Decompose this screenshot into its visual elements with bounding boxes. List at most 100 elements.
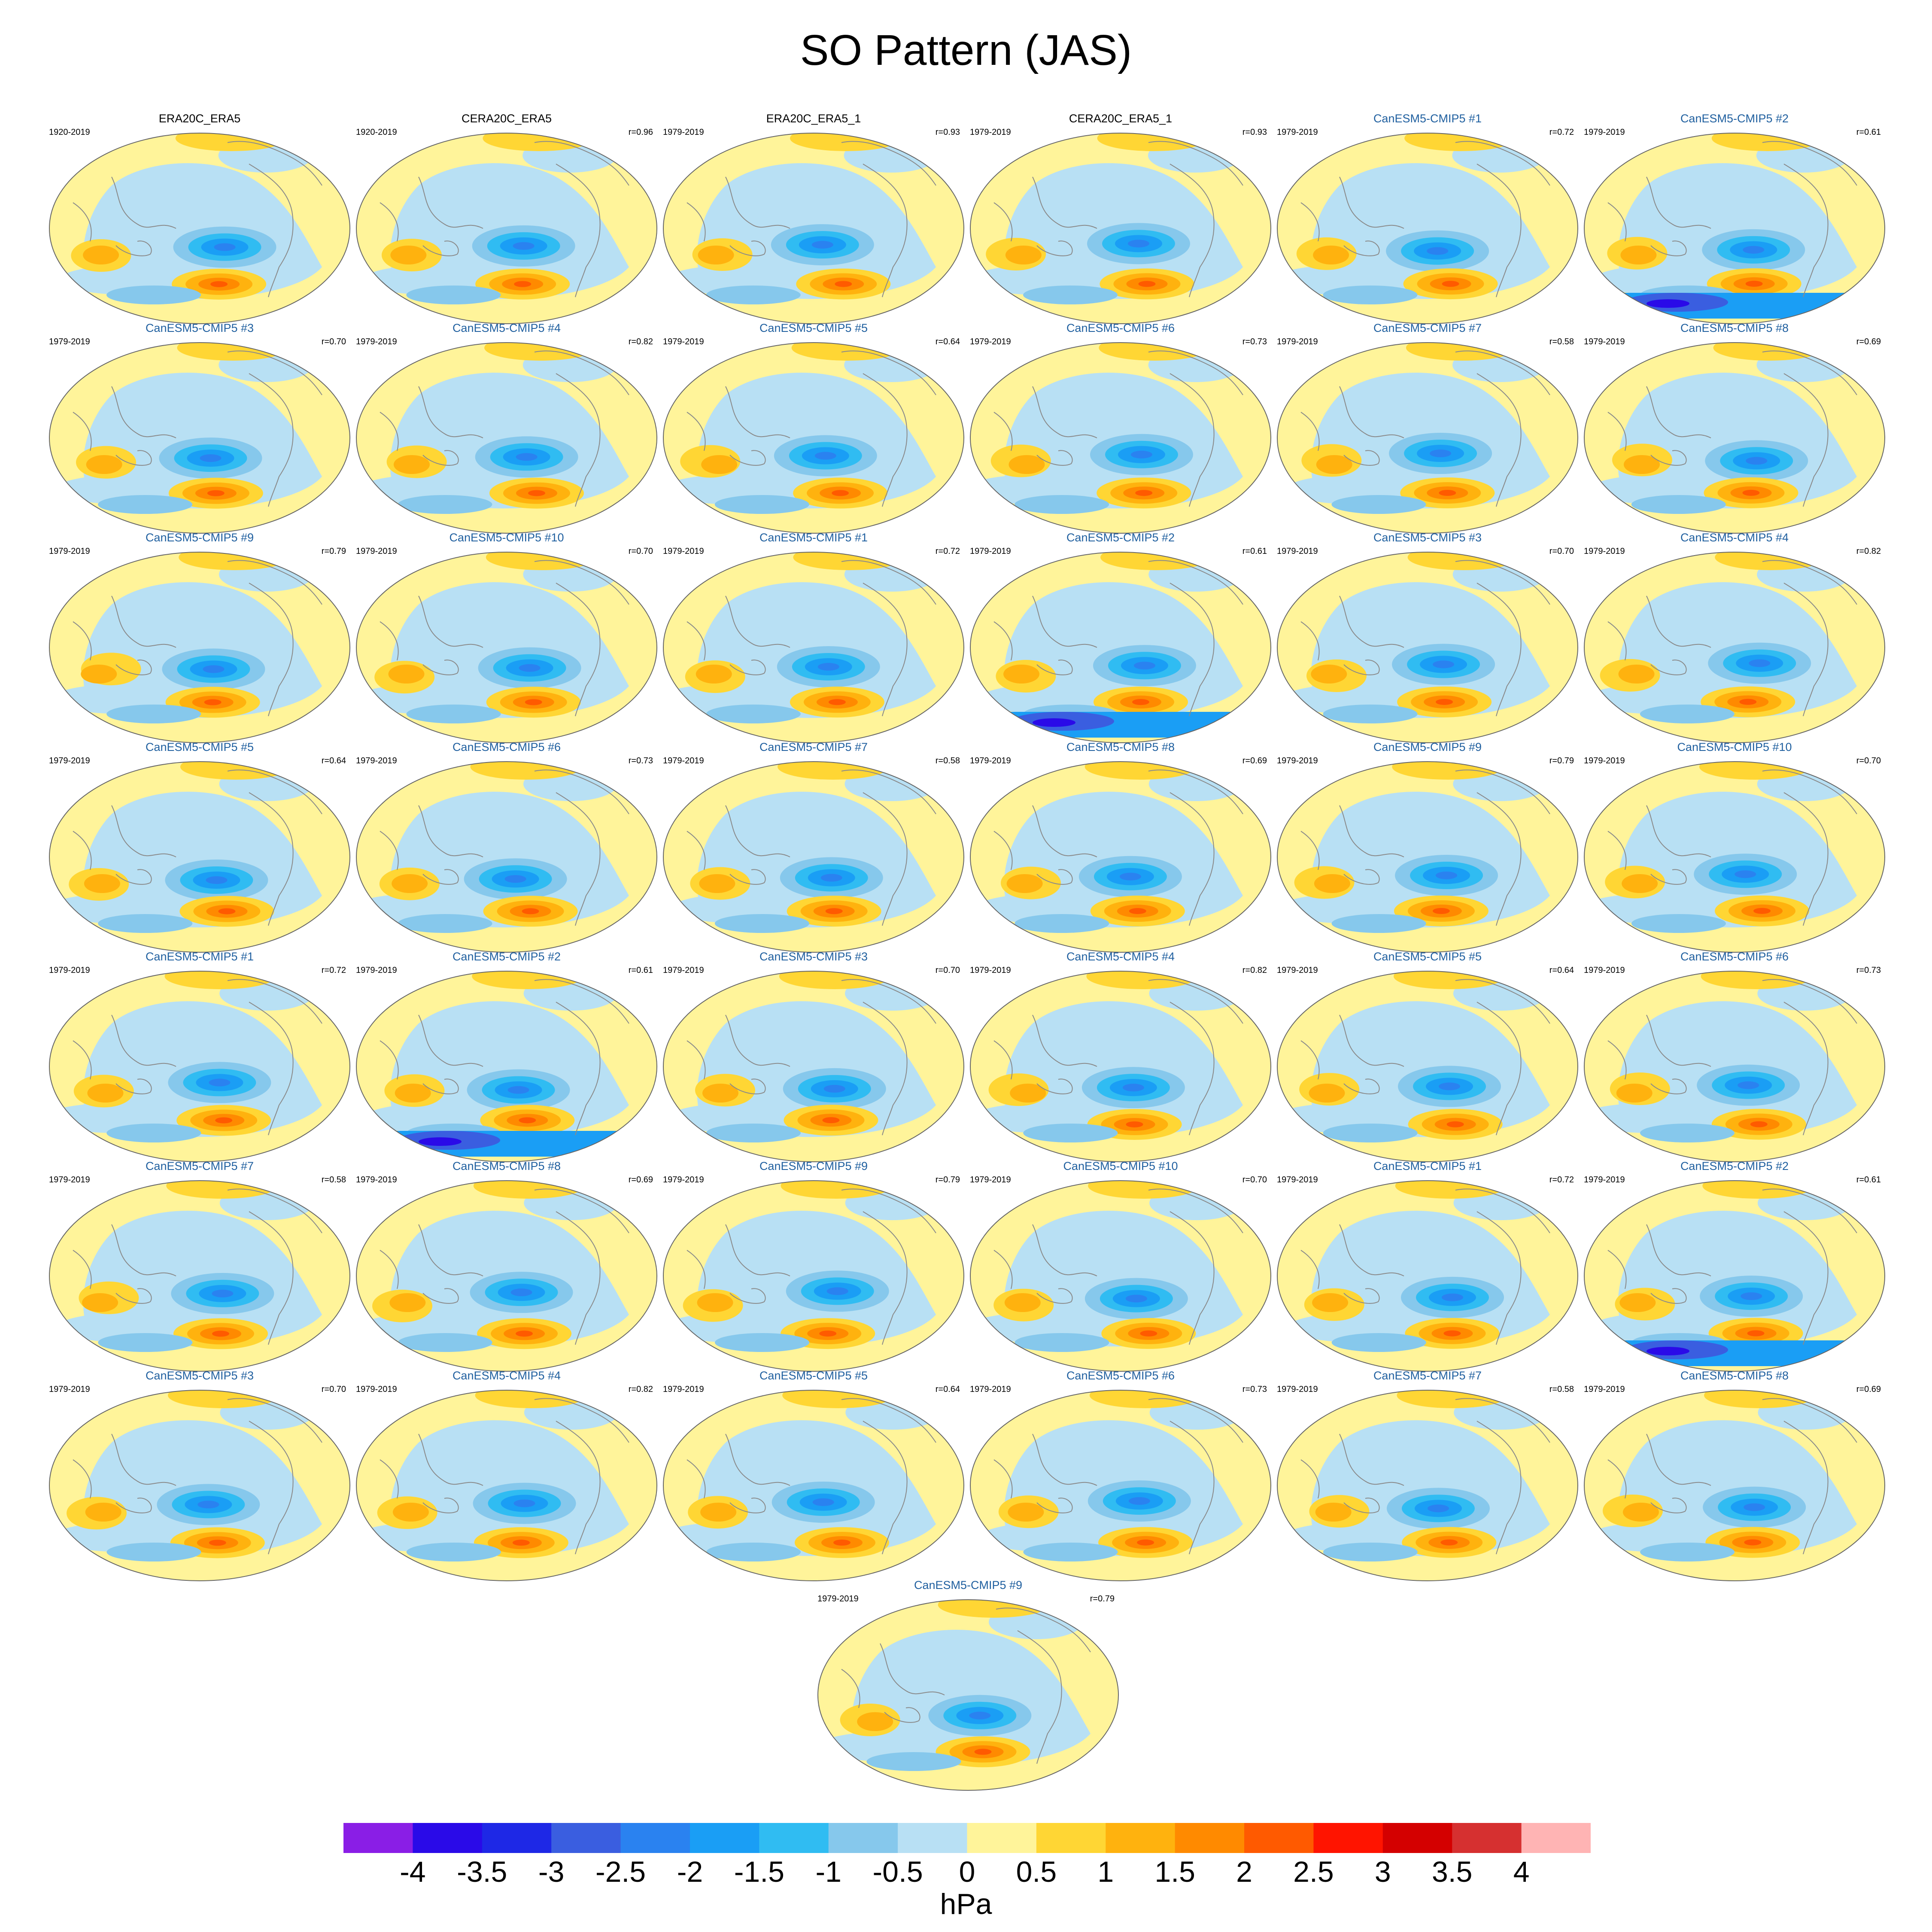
panel-correlation: r=0.73 (1856, 966, 1881, 975)
map-panel: CanESM5-CMIP5 #6 1979-2019 r=0.73 (968, 321, 1273, 536)
panel-title: CanESM5-CMIP5 #1 (1373, 1160, 1482, 1173)
map-field (49, 342, 350, 534)
colorbar-tick-label: 2 (1236, 1856, 1252, 1888)
panel-correlation: r=0.69 (1856, 1385, 1881, 1394)
map-field (49, 1390, 350, 1581)
panel-correlation: r=0.70 (321, 337, 346, 346)
panel-correlation: r=0.70 (628, 547, 653, 556)
panel-correlation: r=0.73 (1242, 337, 1267, 346)
map-field (1277, 342, 1578, 534)
colorbar-tick-label: 4 (1513, 1856, 1530, 1888)
map-panel: CanESM5-CMIP5 #5 1979-2019 r=0.64 (47, 740, 352, 955)
map-panel: CanESM5-CMIP5 #6 1979-2019 r=0.73 (1582, 950, 1887, 1164)
panel-correlation: r=0.79 (1090, 1594, 1115, 1604)
colorbar-tick-label: -2.5 (595, 1856, 646, 1888)
panel-period: 1979-2019 (970, 128, 1011, 137)
map-panel: CanESM5-CMIP5 #4 1979-2019 r=0.82 (354, 1369, 659, 1583)
map-panel: CanESM5-CMIP5 #8 1979-2019 r=0.69 (1582, 1369, 1887, 1583)
map-panel: CanESM5-CMIP5 #3 1979-2019 r=0.70 (47, 1369, 352, 1583)
panel-correlation: r=0.69 (628, 1175, 653, 1185)
colorbar-swatch (1382, 1823, 1452, 1853)
colorbar-tick-label: -0.5 (872, 1856, 923, 1888)
panel-title: CanESM5-CMIP5 #9 (145, 531, 254, 544)
map-panel: CanESM5-CMIP5 #1 1979-2019 r=0.72 (47, 950, 352, 1164)
colorbar-tick-label: 1.5 (1154, 1856, 1195, 1888)
map-panel: ERA20C_ERA5 1920-2019 (47, 112, 352, 326)
map-field (663, 552, 964, 743)
colorbar-swatch (1036, 1823, 1106, 1853)
panel-period: 1979-2019 (49, 1385, 90, 1394)
map-field (970, 552, 1271, 743)
panel-period: 1979-2019 (1277, 337, 1318, 346)
panel-title: CanESM5-CMIP5 #6 (1066, 322, 1175, 334)
panel-title: CanESM5-CMIP5 #9 (914, 1579, 1023, 1592)
panel-correlation: r=0.79 (935, 1175, 960, 1185)
panel-period: 1979-2019 (356, 1175, 397, 1185)
panel-period: 1979-2019 (49, 337, 90, 346)
panel-title: CanESM5-CMIP5 #2 (1066, 531, 1175, 544)
map-panel: CanESM5-CMIP5 #9 1979-2019 r=0.79 (661, 1159, 966, 1374)
colorbar-tick-label: -2 (677, 1856, 703, 1888)
map-panel: CanESM5-CMIP5 #1 1979-2019 r=0.72 (1275, 112, 1580, 326)
panel-title: CanESM5-CMIP5 #7 (759, 741, 868, 753)
colorbar (343, 1823, 1591, 1853)
panel-period: 1979-2019 (49, 1175, 90, 1185)
panel-correlation: r=0.64 (935, 337, 960, 346)
panel-correlation: r=0.82 (1242, 966, 1267, 975)
map-field (356, 552, 657, 743)
map-field (356, 133, 657, 324)
panel-correlation: r=0.69 (1856, 337, 1881, 346)
panel-correlation: r=0.61 (1242, 547, 1267, 556)
map-field (356, 1180, 657, 1372)
panel-title: CanESM5-CMIP5 #4 (452, 322, 561, 334)
panel-period: 1979-2019 (970, 547, 1011, 556)
map-panel: CanESM5-CMIP5 #9 1979-2019 r=0.79 (1275, 740, 1580, 955)
panel-title: ERA20C_ERA5 (158, 112, 241, 125)
panel-correlation: r=0.73 (628, 756, 653, 766)
map-panel: CanESM5-CMIP5 #4 1979-2019 r=0.82 (354, 321, 659, 536)
colorbar-tick-label: -4 (400, 1856, 426, 1888)
map-panel: CanESM5-CMIP5 #9 1979-2019 r=0.79 (47, 531, 352, 745)
panel-title: CanESM5-CMIP5 #10 (1677, 741, 1792, 753)
colorbar-swatch (551, 1823, 621, 1853)
panel-correlation: r=0.82 (628, 337, 653, 346)
colorbar-tick-label: 3 (1374, 1856, 1391, 1888)
map-field (663, 342, 964, 534)
map-panel: CanESM5-CMIP5 #2 1979-2019 r=0.61 (1582, 112, 1887, 326)
panel-period: 1979-2019 (49, 547, 90, 556)
panel-correlation: r=0.70 (321, 1385, 346, 1394)
colorbar-tick-label: -3.5 (457, 1856, 507, 1888)
panel-correlation: r=0.70 (1242, 1175, 1267, 1185)
map-panel: CERA20C_ERA5 1920-2019 r=0.96 (354, 112, 659, 326)
colorbar-swatch (1521, 1823, 1591, 1853)
panel-title: CanESM5-CMIP5 #9 (1373, 741, 1482, 753)
panel-title: ERA20C_ERA5_1 (766, 112, 861, 125)
map-field (49, 133, 350, 324)
map-panel: CanESM5-CMIP5 #6 1979-2019 r=0.73 (354, 740, 659, 955)
colorbar-swatch (1313, 1823, 1383, 1853)
map-field (663, 761, 964, 953)
map-field (49, 761, 350, 953)
panel-correlation: r=0.72 (1549, 128, 1574, 137)
map-panel: CanESM5-CMIP5 #9 1979-2019 r=0.79 (816, 1578, 1121, 1793)
map-field (663, 971, 964, 1162)
panel-period: 1979-2019 (663, 756, 704, 766)
colorbar-tick-label: -1.5 (734, 1856, 784, 1888)
panel-correlation: r=0.72 (1549, 1175, 1574, 1185)
map-panel: CanESM5-CMIP5 #2 1979-2019 r=0.61 (354, 950, 659, 1164)
map-field (1584, 133, 1885, 324)
panel-title: CanESM5-CMIP5 #7 (1373, 1369, 1482, 1382)
panel-correlation: r=0.61 (628, 966, 653, 975)
panel-title: CanESM5-CMIP5 #2 (1680, 1160, 1789, 1173)
colorbar-swatch (1175, 1823, 1245, 1853)
panel-correlation: r=0.79 (321, 547, 346, 556)
panel-period: 1979-2019 (663, 1385, 704, 1394)
panel-period: 1979-2019 (1277, 128, 1318, 137)
map-field (356, 761, 657, 953)
panel-period: 1979-2019 (1584, 128, 1625, 137)
panel-period: 1979-2019 (356, 756, 397, 766)
panel-period: 1979-2019 (970, 1385, 1011, 1394)
map-field (663, 1390, 964, 1581)
map-panel: CanESM5-CMIP5 #5 1979-2019 r=0.64 (1275, 950, 1580, 1164)
map-field (817, 1599, 1119, 1791)
